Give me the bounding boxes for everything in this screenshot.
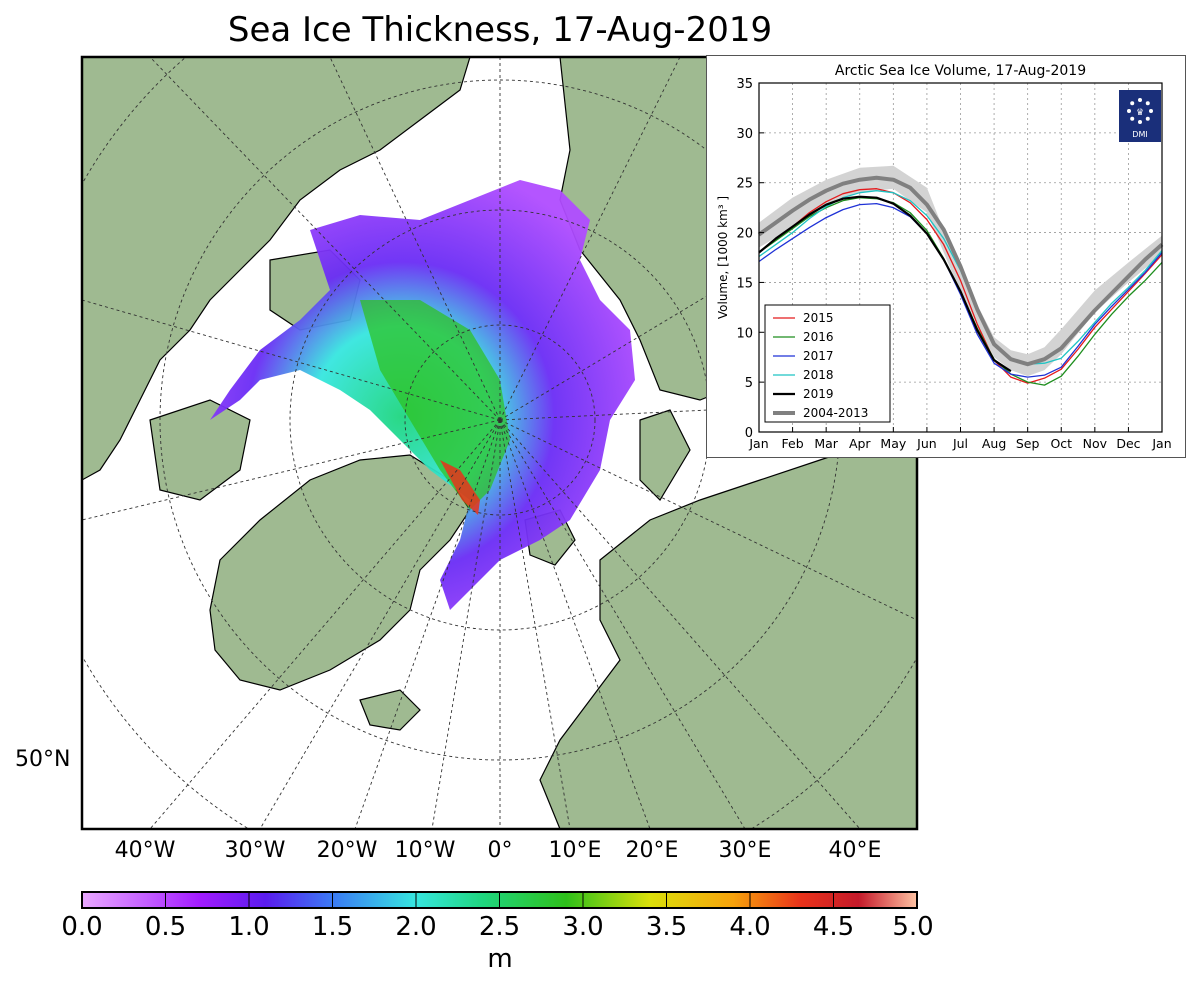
x-tick-label: Aug [982, 436, 1006, 451]
x-tick-label: Jun [916, 436, 937, 451]
dmi-logo-text: DMI [1132, 130, 1147, 139]
dmi-logo-crown-icon: ♛ [1136, 108, 1144, 118]
colorbar [81, 891, 918, 909]
y-tick-label: 35 [736, 77, 753, 92]
colorbar-tick-7: 3.5 [645, 912, 688, 942]
colorbar-tick-4: 2.0 [395, 912, 437, 942]
thick-ice-band [360, 300, 510, 510]
dmi-logo-star [1127, 109, 1131, 113]
series-line-2017 [758, 203, 1163, 378]
x-tick-label: Dec [1116, 436, 1140, 451]
colorbar-tick-1: 0.5 [144, 912, 187, 942]
dmi-logo-star [1149, 109, 1153, 113]
lon-label-20w: 20°W [316, 838, 378, 863]
dmi-logo-star [1145, 101, 1150, 106]
y-tick-label: 0 [745, 426, 753, 441]
legend-label: 2015 [803, 311, 834, 325]
dmi-logo-star [1145, 116, 1150, 121]
colorbar-tick-5: 2.5 [478, 912, 521, 942]
dmi-logo-star [1138, 98, 1142, 102]
y-tick-label: 20 [736, 227, 753, 242]
y-tick-label: 25 [736, 177, 753, 192]
colorbar-tick-10: 5.0 [892, 912, 934, 942]
lon-label-20e: 20°E [625, 838, 679, 863]
x-tick-label: Feb [782, 436, 804, 451]
x-tick-label: Mar [814, 436, 838, 451]
lon-label-0: 0° [487, 838, 513, 863]
colorbar-tick-3: 1.5 [311, 912, 354, 942]
lon-label-40w: 40°W [114, 838, 176, 863]
colorbar-unit: m [487, 944, 513, 974]
colorbar-tick-9: 4.5 [812, 912, 855, 942]
colorbar-tick-6: 3.0 [562, 912, 604, 942]
sea-ice-volume-inset: Arctic Sea Ice Volume, 17-Aug-2019 0 5 10 15… [706, 55, 1186, 458]
colorbar-tick-2: 1.0 [228, 912, 270, 942]
lon-label-30e: 30°E [718, 838, 772, 863]
legend-label: 2016 [803, 330, 834, 344]
colorbar-tick-0: 0.0 [61, 912, 103, 942]
x-tick-label: Sep [1016, 436, 1040, 451]
series-line-2015 [758, 188, 1163, 384]
lat-label-50n: 50°N [15, 747, 71, 772]
series-line-2019 [758, 195, 1012, 373]
y-tick-label: 10 [736, 326, 753, 341]
x-tick-label: Jan [1151, 436, 1171, 451]
chart-title: Arctic Sea Ice Volume, 17-Aug-2019 [835, 63, 1086, 79]
legend-label: 2019 [803, 387, 834, 401]
y-tick-label: 15 [736, 276, 753, 291]
x-tick-label: Jan [748, 436, 768, 451]
dmi-logo-star [1130, 116, 1135, 121]
legend-label: 2004-2013 [803, 406, 868, 420]
legend-box [764, 304, 891, 423]
y-tick-label: 5 [745, 376, 753, 391]
baffin-island-land [149, 399, 251, 501]
lon-label-10e: 10°E [548, 838, 602, 863]
sea-ice-volume-chart: Arctic Sea Ice Volume, 17-Aug-2019 0 5 10 15… [716, 63, 1172, 451]
legend-label: 2018 [803, 368, 834, 382]
north-america-land [82, 57, 471, 481]
x-tick-label: May [880, 436, 906, 451]
novaya-zemlya-land [639, 409, 691, 501]
x-tick-label: Oct [1050, 436, 1072, 451]
iceland-land [359, 689, 421, 731]
dmi-logo-star [1138, 120, 1142, 124]
lon-label-40e: 40°E [828, 838, 882, 863]
map-title: Sea Ice Thickness, 17-Aug-2019 [227, 10, 773, 50]
colorbar-tick-8: 4.0 [729, 912, 771, 942]
y-axis-label: Volume, [1000 km³ ] [716, 196, 730, 319]
dmi-logo-star [1130, 101, 1135, 106]
scandinavia-russia-land [539, 429, 917, 829]
y-tick-label: 30 [736, 127, 753, 142]
greenland-land [209, 454, 471, 691]
series-line-2004-2013 [757, 175, 1164, 367]
colorbar-dividers [165, 892, 834, 908]
legend-label: 2017 [803, 349, 834, 363]
lon-label-10w: 10°W [394, 838, 456, 863]
lon-label-30w: 30°W [224, 838, 286, 863]
x-tick-label: Apr [849, 436, 871, 451]
x-tick-label: Jul [952, 436, 968, 451]
x-tick-label: Nov [1083, 436, 1108, 451]
